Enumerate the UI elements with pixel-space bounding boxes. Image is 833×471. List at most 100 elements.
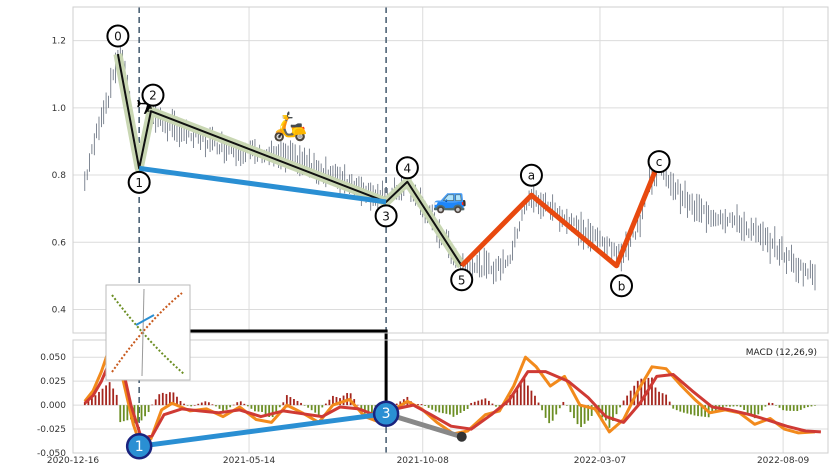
grid — [72, 7, 828, 454]
macd-wave-label-3-text: 3 — [382, 406, 391, 422]
macd-histogram-bar — [363, 405, 366, 414]
wave-lines — [113, 7, 662, 453]
macd-histogram-bar — [122, 405, 125, 422]
macd-histogram-bar — [686, 405, 689, 414]
macd-histogram-bar — [197, 403, 200, 406]
macd-wave-label-1-circle — [125, 433, 153, 460]
macd-histogram-bar — [682, 405, 685, 413]
macd-histogram-bar — [732, 405, 735, 407]
macd-histogram-bar — [466, 405, 469, 409]
macd-histogram-bar — [711, 405, 714, 414]
macd-histogram-bar — [569, 405, 572, 413]
macd-histogram-bar — [307, 405, 310, 408]
macd-histogram-bar — [87, 400, 90, 406]
wave-labels: 0 1 2 3 4 5 a b c 1 3 — [106, 24, 671, 460]
macd-histogram-bar — [335, 397, 338, 406]
macd-histogram-bar — [282, 402, 285, 406]
macd-histogram-bar — [516, 388, 519, 406]
macd-histogram-bar — [541, 405, 543, 411]
macd-histogram-bar — [771, 403, 774, 406]
macd-histogram-bar — [137, 405, 139, 422]
macd-histogram-bar — [764, 405, 767, 407]
macd-histogram-bar — [512, 393, 515, 406]
macd-histogram-bar — [420, 404, 423, 406]
macd-histogram-bar — [576, 405, 579, 425]
macd-histogram-bar — [434, 405, 437, 412]
scooter-icon: 🛵 — [273, 110, 308, 143]
macd-histogram-bar — [218, 405, 221, 409]
macd-histogram-bar — [534, 395, 536, 406]
price-y-tick-label: 0.4 — [52, 305, 67, 315]
macd-histogram-bar — [417, 404, 419, 406]
macd-histogram-bar — [658, 391, 660, 406]
x-tick-label: 2021-05-14 — [223, 456, 276, 466]
macd-histogram-bar — [739, 405, 742, 408]
macd-histogram-bar — [271, 405, 274, 418]
macd-histogram-bar — [700, 405, 703, 417]
macd-histogram-bar — [168, 392, 171, 406]
x-tick-label: 2021-10-08 — [397, 456, 450, 466]
wave-label-a-circle — [519, 163, 543, 187]
macd-histogram-bar — [108, 382, 111, 406]
wave-label-1-text: 1 — [135, 176, 143, 190]
impulse-wave-line — [116, 53, 463, 267]
macd-histogram-bar — [654, 387, 657, 406]
price-panel-frame — [72, 6, 829, 334]
macd-histogram-bar — [668, 401, 671, 406]
macd-histogram-bar — [257, 405, 260, 412]
macd-histogram-bar — [126, 405, 129, 421]
macd-panel-frame — [72, 339, 829, 454]
macd-histogram-bar — [268, 405, 271, 417]
macd-histogram-bar — [399, 401, 402, 406]
macd-histogram-bar — [207, 402, 210, 406]
wave-label-a: a — [519, 163, 543, 187]
macd-signal-line — [83, 355, 821, 441]
macd-histogram-bar — [753, 405, 756, 419]
macd-histogram-bar — [449, 405, 451, 415]
macd-histogram-bar — [441, 405, 444, 414]
macd-histogram-bar — [725, 405, 728, 407]
macd-histogram-bar — [94, 395, 97, 406]
macd-histogram-bar — [807, 405, 809, 408]
macd-histogram-bar — [729, 405, 731, 407]
macd-wave-label-3: 3 — [372, 400, 400, 427]
macd-histogram-bar — [789, 405, 792, 411]
macd-histogram-bar — [332, 395, 334, 406]
price-y-tick-label: 0.8 — [52, 171, 67, 181]
macd-histogram-bar — [675, 405, 678, 411]
macd-histogram-bar — [622, 400, 625, 406]
macd-histogram-bar — [204, 401, 207, 406]
wave-label-5-circle — [450, 268, 474, 292]
macd-histogram-bar — [768, 402, 770, 406]
wave-label-b-text: b — [618, 279, 626, 293]
macd-histogram-bar — [661, 393, 664, 406]
macd-histogram-bar — [289, 397, 292, 406]
macd-histogram-bar — [250, 405, 253, 409]
macd-histogram-bar — [190, 405, 193, 407]
macd-histogram-bar — [115, 394, 118, 406]
macd-histogram-bar — [179, 401, 182, 406]
wave-label-0: 0 — [106, 24, 130, 48]
macd-histogram-bar — [229, 405, 232, 408]
macd-connector-line — [127, 329, 388, 404]
macd-histogram-bar — [643, 378, 646, 406]
wave-label-5-text: 5 — [458, 273, 466, 287]
macd-histogram-bar — [629, 390, 632, 406]
macd-histogram-bar — [215, 405, 217, 407]
macd-histogram-bar — [300, 402, 302, 406]
macd-histogram-bar — [587, 405, 590, 421]
macd-histogram-bar — [530, 390, 533, 406]
inset-thumbnail-frame — [105, 284, 191, 381]
inset-blue-stroke — [135, 314, 155, 326]
macd-histogram-bar — [101, 388, 104, 406]
macd-histogram-bar — [704, 405, 707, 417]
macd-histogram-bar — [193, 405, 196, 406]
macd-histogram-bar — [395, 403, 398, 406]
macd-histogram-bar — [590, 405, 593, 416]
macd-histogram-bar — [810, 405, 813, 407]
macd-histogram-bar — [278, 405, 281, 408]
wave-label-b: b — [610, 274, 634, 298]
macd-histogram-bar — [459, 405, 462, 413]
wave-label-1-circle — [127, 170, 151, 194]
